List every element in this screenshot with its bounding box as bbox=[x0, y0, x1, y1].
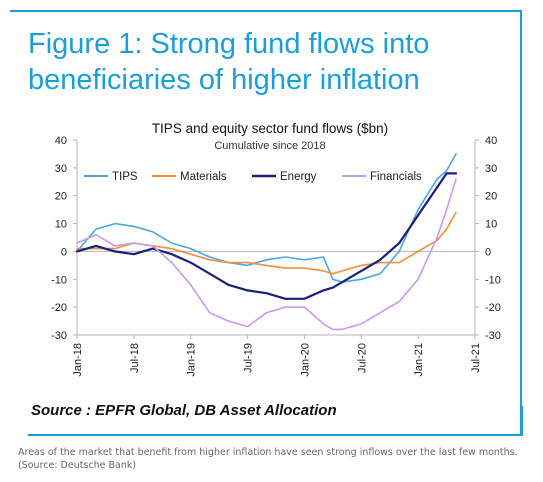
caption-source: (Source: Deutsche Bank) bbox=[18, 460, 137, 471]
figure-title-line-1: Figure 1: Strong fund flows into bbox=[28, 28, 430, 60]
x-tick-label: Jul-18 bbox=[129, 343, 141, 373]
source-divider bbox=[28, 434, 522, 436]
y-tick-label-right: -10 bbox=[485, 274, 501, 286]
chart-series bbox=[75, 153, 458, 331]
fund-flows-chart: TIPS and equity sector fund flows ($bn) … bbox=[51, 121, 501, 377]
legend-label-materials: Materials bbox=[180, 171, 227, 183]
legend-label-energy: Energy bbox=[280, 171, 317, 183]
x-tick-label: Jul-21 bbox=[470, 343, 482, 373]
x-tick-label: Jul-19 bbox=[243, 343, 255, 373]
x-tick-label: Jan-19 bbox=[186, 343, 198, 377]
chart-subtitle: Cumulative since 2018 bbox=[214, 140, 325, 152]
legend-label-financials: Financials bbox=[370, 171, 422, 183]
chart-legend: TIPS Materials Energy Financials bbox=[84, 171, 422, 183]
series-line-tips bbox=[76, 153, 457, 283]
chart-title: TIPS and equity sector fund flows ($bn) bbox=[152, 121, 388, 136]
y-tick-label-left: 30 bbox=[55, 163, 67, 175]
y-tick-label-right: -30 bbox=[485, 330, 501, 342]
y-tick-label-right: 20 bbox=[485, 191, 497, 203]
y-tick-label-right: -20 bbox=[485, 302, 501, 314]
figure-title-line-2: beneficiaries of higher inflation bbox=[28, 64, 420, 96]
legend-label-tips: TIPS bbox=[112, 171, 138, 183]
y-tick-label-right: 10 bbox=[485, 219, 497, 231]
y-tick-label-right: 40 bbox=[485, 135, 497, 147]
series-line-financials bbox=[76, 178, 457, 331]
chart-axes: 40 40 30 30 20 20 10 10 0 0 -10 -10 -20 -20 -30 -30 Jan-… bbox=[51, 135, 501, 377]
y-tick-label-left: -20 bbox=[51, 302, 67, 314]
figure-title: Figure 1: Strong fund flows into benefic… bbox=[28, 26, 508, 98]
x-tick-label: Jul-20 bbox=[356, 343, 368, 373]
x-tick-label: Jan-18 bbox=[72, 343, 84, 377]
y-tick-label-right: 30 bbox=[485, 163, 497, 175]
y-tick-label-left: -10 bbox=[51, 274, 67, 286]
series-line-energy bbox=[75, 172, 458, 300]
y-tick-label-right: 0 bbox=[485, 246, 491, 258]
y-tick-label-left: 20 bbox=[55, 191, 67, 203]
x-tick-label: Jan-21 bbox=[413, 343, 425, 377]
y-tick-label-left: -30 bbox=[51, 330, 67, 342]
source-note: Source : EPFR Global, DB Asset Allocatio… bbox=[31, 402, 337, 419]
y-tick-label-left: 40 bbox=[55, 135, 67, 147]
x-tick-label: Jan-20 bbox=[299, 343, 311, 377]
source-accent-bar bbox=[521, 406, 523, 436]
figure-frame bbox=[10, 10, 522, 435]
y-tick-label-left: 10 bbox=[55, 219, 67, 231]
caption-text: Areas of the market that benefit from hi… bbox=[18, 447, 518, 458]
caption: Areas of the market that benefit from hi… bbox=[18, 446, 533, 472]
y-tick-label-left: 0 bbox=[61, 246, 67, 258]
